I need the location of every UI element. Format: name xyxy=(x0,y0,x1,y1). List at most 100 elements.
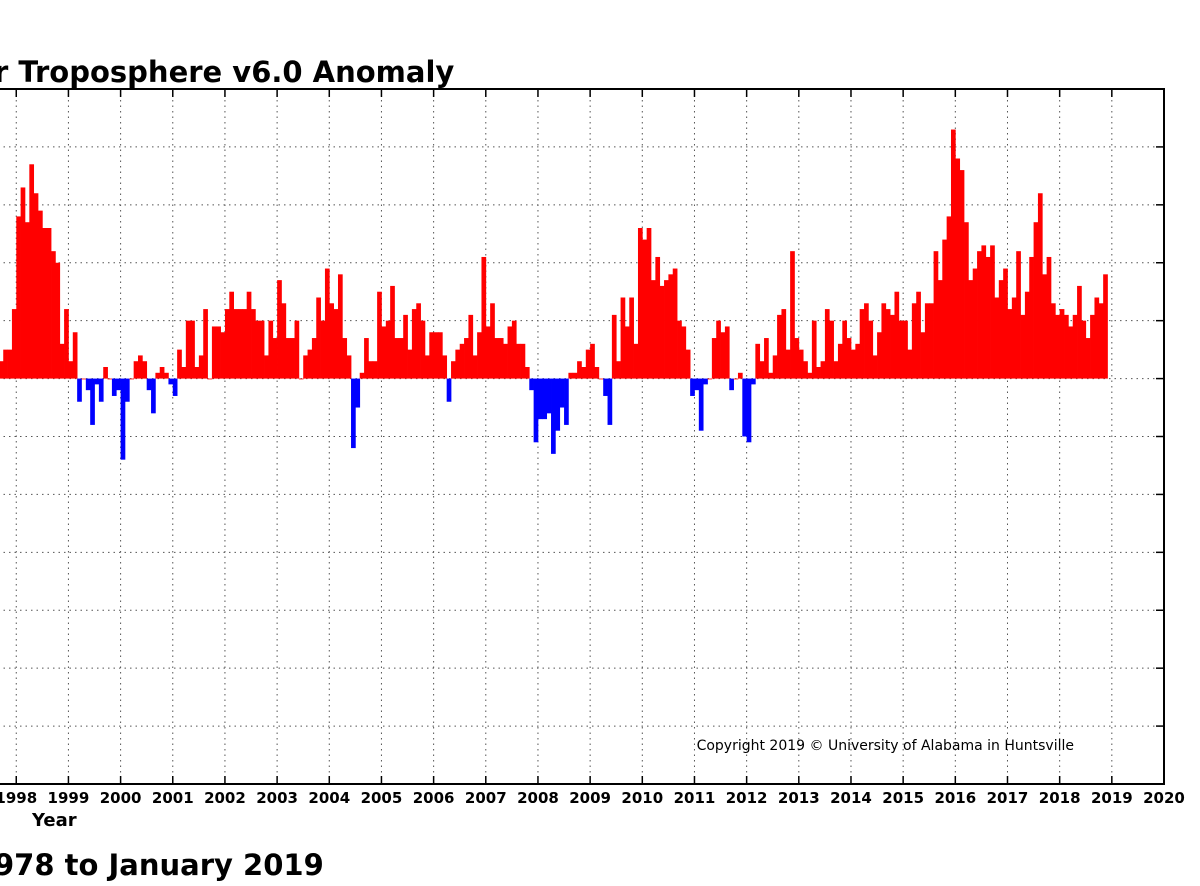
anomaly-bar-positive xyxy=(716,320,721,379)
anomaly-bar-positive xyxy=(264,355,269,379)
anomaly-bar-positive xyxy=(185,320,191,379)
anomaly-bar-positive xyxy=(1072,314,1078,379)
anomaly-bar-positive xyxy=(681,326,687,379)
anomaly-bar-positive xyxy=(950,129,956,379)
anomaly-bar-positive xyxy=(707,378,713,380)
anomaly-bar-negative xyxy=(698,378,704,431)
anomaly-bar-positive xyxy=(990,245,995,379)
anomaly-bar-positive xyxy=(1077,285,1082,379)
x-tick-label: 2009 xyxy=(569,789,611,807)
anomaly-bar-negative xyxy=(694,378,700,391)
anomaly-bar-positive xyxy=(911,303,917,379)
anomaly-bar-positive xyxy=(972,268,978,379)
anomaly-bar-positive xyxy=(411,309,417,379)
anomaly-bar-positive xyxy=(220,332,226,379)
anomaly-bar-negative xyxy=(729,378,734,391)
anomaly-bar-positive xyxy=(1007,309,1013,379)
anomaly-bar-positive xyxy=(885,309,891,379)
x-tick-label: 2012 xyxy=(726,789,768,807)
anomaly-bar-positive xyxy=(385,320,391,379)
anomaly-bar-positive xyxy=(333,309,339,379)
anomaly-bar-positive xyxy=(868,320,874,379)
anomaly-bar-positive xyxy=(894,291,900,379)
anomaly-bar-positive xyxy=(581,367,587,379)
anomaly-bar-positive xyxy=(790,251,795,379)
x-tick-label: 2016 xyxy=(934,789,976,807)
anomaly-bar-positive xyxy=(346,355,352,379)
anomaly-bar-positive xyxy=(785,349,791,379)
anomaly-bar-positive xyxy=(285,338,291,379)
anomaly-bar-positive xyxy=(937,280,943,379)
anomaly-bar-positive xyxy=(51,251,56,379)
anomaly-bar-positive xyxy=(433,332,439,379)
anomaly-bar-positive xyxy=(572,372,578,379)
anomaly-bar-positive xyxy=(781,309,787,379)
anomaly-bar-positive xyxy=(272,338,278,379)
anomaly-bar-positive xyxy=(598,378,604,380)
anomaly-bar-positive xyxy=(159,367,165,379)
anomaly-bar-positive xyxy=(1020,314,1026,379)
anomaly-bar-positive xyxy=(590,343,595,379)
anomaly-bar-negative xyxy=(446,378,452,402)
anomaly-bar-positive xyxy=(55,262,61,379)
anomaly-bar-positive xyxy=(877,332,882,379)
x-tick-label: 2002 xyxy=(204,789,246,807)
anomaly-bar-positive xyxy=(424,355,430,379)
anomaly-bar-positive xyxy=(881,303,887,379)
anomaly-bar-negative xyxy=(751,378,756,385)
anomaly-bar-positive xyxy=(920,332,926,379)
anomaly-bar-positive xyxy=(429,332,434,379)
anomaly-bar-positive xyxy=(11,309,17,379)
anomaly-bar-positive xyxy=(855,343,861,379)
anomaly-bar-positive xyxy=(1085,338,1091,379)
anomaly-bar-positive xyxy=(959,170,965,379)
anomaly-bar-positive xyxy=(164,372,169,379)
anomaly-bar-positive xyxy=(568,372,574,379)
anomaly-bar-positive xyxy=(924,303,930,379)
anomaly-bar-positive xyxy=(194,367,200,379)
anomaly-bar-positive xyxy=(455,349,461,379)
anomaly-bar-positive xyxy=(516,343,521,379)
anomaly-bar-positive xyxy=(451,361,456,379)
anomaly-bar-positive xyxy=(416,303,421,379)
anomaly-bar-positive xyxy=(651,280,656,379)
anomaly-bar-positive xyxy=(807,372,813,379)
anomaly-bar-positive xyxy=(255,320,261,379)
anomaly-bar-positive xyxy=(24,222,30,379)
anomaly-bar-positive xyxy=(733,378,739,380)
anomaly-bar-positive xyxy=(655,256,661,379)
anomaly-bar-positive xyxy=(803,361,808,379)
anomaly-bar-positive xyxy=(342,338,348,379)
anomaly-bar-positive xyxy=(324,268,330,379)
anomaly-bar-positive xyxy=(620,297,626,379)
anomaly-bar-negative xyxy=(559,378,565,408)
anomaly-bar-positive xyxy=(824,309,830,379)
anomaly-bar-negative xyxy=(607,378,613,425)
x-tick-labels: 1998 1999 2000 2001 2002 2003 2004 2005 2006 2007… xyxy=(0,789,1185,807)
anomaly-bar-positive xyxy=(403,314,408,379)
anomaly-bar-positive xyxy=(846,338,852,379)
anomaly-bar-positive xyxy=(303,355,308,379)
anomaly-bar-positive xyxy=(955,158,961,379)
anomaly-bar-negative xyxy=(746,378,752,443)
copyright-notice: Copyright 2019 © University of Alabama i… xyxy=(697,738,1074,754)
anomaly-bar-positive xyxy=(442,355,448,379)
anomaly-bar-positive xyxy=(42,228,48,379)
anomaly-bar-positive xyxy=(290,338,295,379)
x-tick-label: 1998 xyxy=(0,789,37,807)
anomaly-bar-positive xyxy=(38,210,43,379)
anomaly-bar-positive xyxy=(994,297,1000,379)
anomaly-bar-positive xyxy=(998,280,1004,379)
anomaly-bar-positive xyxy=(842,320,847,379)
anomaly-bar-positive xyxy=(1094,297,1100,379)
anomaly-bar-positive xyxy=(942,239,947,379)
anomaly-bar-negative xyxy=(533,378,539,443)
anomaly-bar-negative xyxy=(124,378,130,402)
x-tick-label: 1999 xyxy=(48,789,90,807)
anomaly-bar-negative xyxy=(537,378,543,420)
anomaly-bar-negative xyxy=(551,378,556,454)
anomaly-bar-positive xyxy=(337,274,343,379)
anomaly-bar-positive xyxy=(472,355,478,379)
anomaly-bar-positive xyxy=(198,355,204,379)
anomaly-bar-negative xyxy=(168,378,174,385)
